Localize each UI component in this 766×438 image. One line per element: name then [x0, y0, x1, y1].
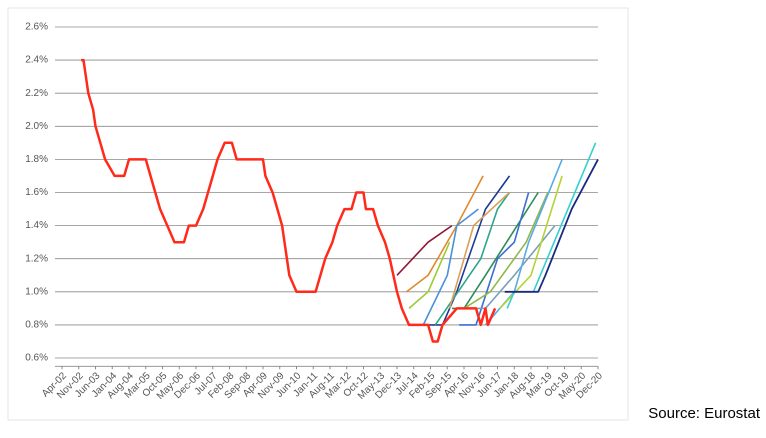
series-line — [434, 192, 511, 326]
series-line — [396, 224, 453, 276]
y-tick-label: 0.8% — [25, 320, 48, 331]
y-tick-label: 1.6% — [25, 187, 48, 198]
series-line — [448, 191, 511, 309]
series-line — [463, 192, 549, 310]
y-tick-label: 1.8% — [25, 154, 48, 165]
y-tick-label: 1.4% — [25, 220, 48, 231]
y-tick-label: 1.0% — [25, 286, 48, 297]
series-line — [408, 241, 451, 310]
y-tick-label: 1.2% — [25, 253, 48, 264]
y-tick-label: 2.0% — [25, 121, 48, 132]
series-line — [428, 175, 511, 326]
series-line — [81, 58, 497, 343]
series-line — [406, 175, 484, 293]
y-tick-label: 2.2% — [25, 88, 48, 99]
y-tick-label: 0.6% — [25, 353, 48, 364]
series-line — [459, 192, 530, 326]
y-tick-label: 2.6% — [25, 22, 48, 33]
y-tick-label: 2.4% — [25, 55, 48, 66]
series-line — [504, 158, 599, 293]
series-line — [499, 175, 563, 309]
series-line — [476, 225, 556, 310]
source-note: Source: Eurostat — [648, 405, 761, 422]
series-line — [422, 208, 479, 326]
